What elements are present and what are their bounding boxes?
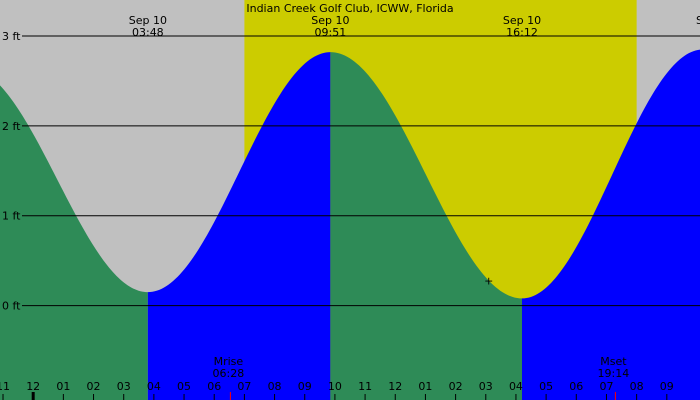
- x-tick-label: 09: [660, 380, 674, 393]
- x-tick-label: 08: [268, 380, 282, 393]
- x-tick-label: 01: [418, 380, 432, 393]
- x-tick-label: 06: [569, 380, 583, 393]
- falling-tide-segment: [0, 85, 148, 400]
- x-tick-label: 11: [358, 380, 372, 393]
- x-tick-label: 12: [388, 380, 402, 393]
- x-tick-label: 02: [449, 380, 463, 393]
- x-tick-label: 07: [599, 380, 613, 393]
- x-tick-label: 08: [630, 380, 644, 393]
- tide-event-date: Sep 10: [503, 14, 541, 27]
- moon-event-name: Mset: [600, 355, 627, 368]
- y-tick-label: 0 ft: [2, 300, 21, 313]
- x-tick-label: 03: [117, 380, 131, 393]
- x-tick-label: 10: [328, 380, 342, 393]
- x-tick-label: 12: [26, 380, 40, 393]
- rising-tide-segment: [147, 52, 331, 400]
- y-tick-label: 1 ft: [2, 210, 21, 223]
- x-tick-label: 02: [87, 380, 101, 393]
- chart-title: Indian Creek Golf Club, ICWW, Florida: [246, 2, 453, 15]
- x-tick-label: 06: [207, 380, 221, 393]
- x-tick-label: 05: [177, 380, 191, 393]
- x-tick-label: 04: [147, 380, 161, 393]
- x-axis: 11 12 01 02 03 04 05 06 07 08 09 10 11 12 01 02 03 04 05 06…: [0, 380, 674, 400]
- x-tick-label: 11: [0, 380, 10, 393]
- x-tick-label: 09: [298, 380, 312, 393]
- current-time-marker: +: [484, 274, 493, 287]
- x-tick-label: 04: [509, 380, 523, 393]
- tide-event-time: 03:48: [132, 26, 164, 39]
- rising-tide-segment: [521, 49, 700, 400]
- falling-tide-segment: [330, 52, 522, 400]
- moon-event-time: 06:28: [213, 367, 245, 380]
- gridlines: [22, 35, 700, 307]
- tide-event-time: 16:12: [506, 26, 538, 39]
- tide-event-date-partial: S: [696, 14, 700, 27]
- x-tick-label: 03: [479, 380, 493, 393]
- tide-event-time: 09:51: [315, 26, 347, 39]
- x-tick-label: 01: [56, 380, 70, 393]
- x-tick-label: 05: [539, 380, 553, 393]
- moon-event-name: Mrise: [214, 355, 244, 368]
- y-axis: 0 ft 1 ft 2 ft 3 ft: [2, 30, 21, 313]
- tide-event-date: Sep 10: [129, 14, 167, 27]
- y-tick-label: 3 ft: [2, 30, 21, 43]
- tide-area: [0, 49, 700, 400]
- tide-event-date: Sep 10: [311, 14, 349, 27]
- x-tick-label: 07: [237, 380, 251, 393]
- y-tick-label: 2 ft: [2, 120, 21, 133]
- moon-event-time: 19:14: [598, 367, 630, 380]
